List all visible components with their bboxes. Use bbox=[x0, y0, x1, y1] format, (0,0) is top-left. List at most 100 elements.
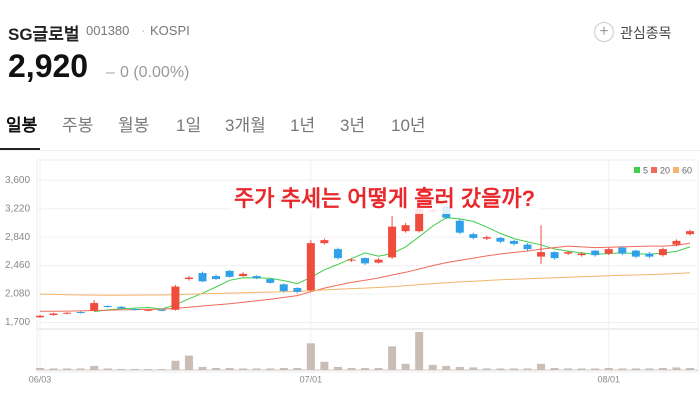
x-tick-label: 06/03 bbox=[29, 374, 52, 384]
candle-body bbox=[523, 244, 532, 250]
candle-body bbox=[388, 226, 397, 258]
add-icon[interactable]: + bbox=[594, 22, 614, 42]
candle-body bbox=[591, 250, 600, 256]
candle-body bbox=[686, 231, 694, 235]
volume-bar bbox=[537, 363, 546, 370]
candle-body bbox=[279, 284, 288, 292]
candle-body bbox=[374, 259, 383, 263]
candle-body bbox=[496, 237, 505, 242]
volume-bar bbox=[171, 360, 180, 370]
volume-bar bbox=[49, 368, 58, 370]
y-tick-label: 3,600 bbox=[5, 175, 30, 186]
candle-body bbox=[225, 270, 234, 277]
volume-bar bbox=[279, 367, 288, 370]
volume-bar bbox=[618, 368, 627, 370]
volume-bar bbox=[293, 367, 302, 370]
tab[interactable]: 1년 bbox=[290, 116, 316, 135]
tab[interactable]: 3년 bbox=[340, 116, 366, 135]
legend-label: 20 bbox=[660, 165, 670, 175]
candle-body bbox=[455, 220, 464, 233]
tab[interactable]: 주봉 bbox=[62, 116, 94, 135]
candle-body bbox=[347, 259, 356, 261]
change-sign: – bbox=[106, 64, 115, 81]
volume-bar bbox=[550, 367, 559, 370]
volume-bar bbox=[239, 368, 248, 370]
volume-bar bbox=[672, 367, 681, 370]
candle-body bbox=[293, 288, 302, 292]
volume-bar bbox=[90, 365, 99, 370]
x-tick-label: 07/01 bbox=[300, 374, 323, 384]
candle-body bbox=[564, 252, 573, 254]
volume-bar bbox=[455, 366, 464, 370]
volume-bar bbox=[374, 367, 383, 370]
tab[interactable]: 월봉 bbox=[118, 116, 150, 135]
candle-body bbox=[672, 240, 681, 245]
volume-bar bbox=[76, 368, 85, 370]
legend-label: 60 bbox=[682, 165, 692, 175]
volume-bar bbox=[117, 368, 126, 370]
y-tick-label: 3,220 bbox=[5, 203, 30, 214]
candle-body bbox=[550, 252, 559, 259]
candle-body bbox=[130, 309, 139, 311]
volume-bar bbox=[184, 355, 193, 370]
volume-bar bbox=[347, 367, 356, 370]
candle-body bbox=[645, 253, 654, 257]
volume-bar bbox=[157, 368, 166, 370]
legend-swatch bbox=[673, 167, 680, 173]
stock-name: SG글로벌 bbox=[8, 25, 80, 44]
volume-bar bbox=[401, 363, 410, 370]
volume-bar bbox=[212, 367, 221, 370]
volume-bar bbox=[577, 368, 586, 370]
candle-body bbox=[333, 249, 342, 259]
tab[interactable]: 3개월 bbox=[225, 116, 266, 135]
volume-bar bbox=[482, 368, 491, 370]
volume-bar bbox=[361, 367, 369, 370]
tab[interactable]: 10년 bbox=[391, 116, 426, 135]
annotation: 주가 추세는 어떻게 흘러 갔을까? bbox=[234, 186, 535, 211]
stock-code: 001380 bbox=[86, 23, 130, 38]
volume-bar bbox=[144, 368, 153, 370]
volume-bar bbox=[591, 368, 600, 370]
legend-swatch bbox=[651, 167, 658, 173]
volume-bar bbox=[333, 366, 342, 370]
legend-label: 5 bbox=[643, 165, 648, 175]
candle-body bbox=[266, 279, 275, 283]
candle-body bbox=[306, 243, 315, 291]
legend-swatch bbox=[634, 167, 640, 173]
volume-bar bbox=[225, 367, 234, 370]
annotation-bg bbox=[230, 184, 540, 214]
watch-button[interactable]: 관심종목 bbox=[620, 25, 672, 41]
price: 2,920 bbox=[8, 48, 89, 84]
volume-bar bbox=[686, 367, 694, 370]
candle-body bbox=[537, 252, 546, 257]
candle-body bbox=[49, 313, 58, 316]
tab-underline bbox=[0, 148, 40, 150]
candle-body bbox=[482, 237, 491, 239]
market: KOSPI bbox=[150, 23, 190, 38]
candle-body bbox=[90, 303, 99, 311]
candle-body bbox=[36, 315, 44, 318]
volume-bar bbox=[631, 368, 640, 370]
volume-bar bbox=[523, 368, 532, 370]
candle-body bbox=[577, 253, 586, 256]
separator: · bbox=[141, 23, 146, 38]
tab[interactable]: 일봉 bbox=[6, 116, 38, 135]
candle-body bbox=[63, 312, 72, 314]
volume-bar bbox=[388, 346, 397, 370]
divider bbox=[0, 150, 700, 151]
volume-bar bbox=[442, 365, 451, 370]
candle-body bbox=[509, 240, 518, 244]
candle-body bbox=[469, 234, 478, 238]
volume-bar bbox=[496, 368, 505, 370]
candle-body bbox=[117, 306, 126, 309]
volume-bar bbox=[266, 368, 275, 370]
change: 0 (0.00%) bbox=[120, 64, 190, 81]
candle-body bbox=[171, 286, 180, 310]
candle-body bbox=[239, 273, 248, 277]
y-tick-label: 2,460 bbox=[5, 260, 30, 271]
candle-body bbox=[618, 247, 627, 254]
candle-body bbox=[415, 208, 424, 232]
tab[interactable]: 1일 bbox=[176, 116, 202, 135]
